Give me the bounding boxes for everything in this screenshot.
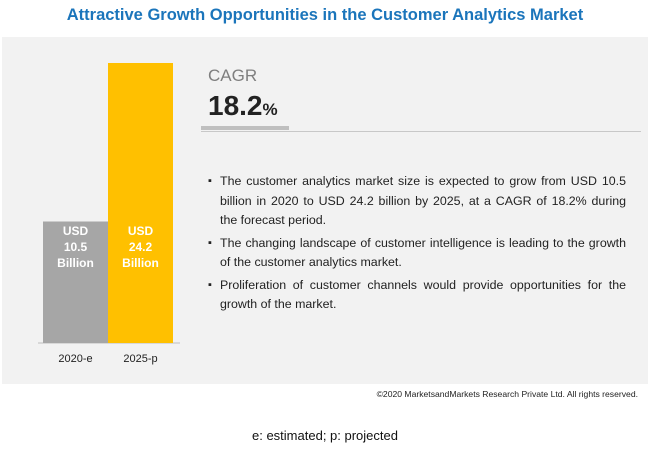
cagr-value: 18.2% xyxy=(208,90,278,122)
cagr-label: CAGR xyxy=(208,66,258,85)
copyright-notice: ©2020 MarketsandMarkets Research Private… xyxy=(376,389,638,399)
bar-2025-p xyxy=(108,63,173,343)
bar-2020-e xyxy=(43,221,108,343)
bullet-point: Proliferation of customer channels would… xyxy=(208,276,626,315)
chart-title: Attractive Growth Opportunities in the C… xyxy=(66,6,584,24)
bar-data-label: 24.2 xyxy=(129,240,153,254)
bar-data-label: Billion xyxy=(122,256,159,270)
footnote: e: estimated; p: projected xyxy=(252,428,398,443)
bar-data-label: USD xyxy=(128,224,154,238)
divider xyxy=(201,131,641,132)
x-tick-label: 2025-p xyxy=(123,353,157,365)
bullet-point: The changing landscape of customer intel… xyxy=(208,234,626,273)
cagr-number: 18.2 xyxy=(208,90,263,121)
x-tick-label: 2020-e xyxy=(58,353,92,365)
cagr-unit: % xyxy=(262,100,278,119)
bullet-point: The customer analytics market size is ex… xyxy=(208,172,626,231)
cagr-underline xyxy=(201,126,289,130)
bar-data-label: USD xyxy=(63,224,89,238)
bar-data-label: 10.5 xyxy=(64,240,88,254)
key-points-list: The customer analytics market size is ex… xyxy=(208,172,626,318)
bar-data-label: Billion xyxy=(57,256,94,270)
